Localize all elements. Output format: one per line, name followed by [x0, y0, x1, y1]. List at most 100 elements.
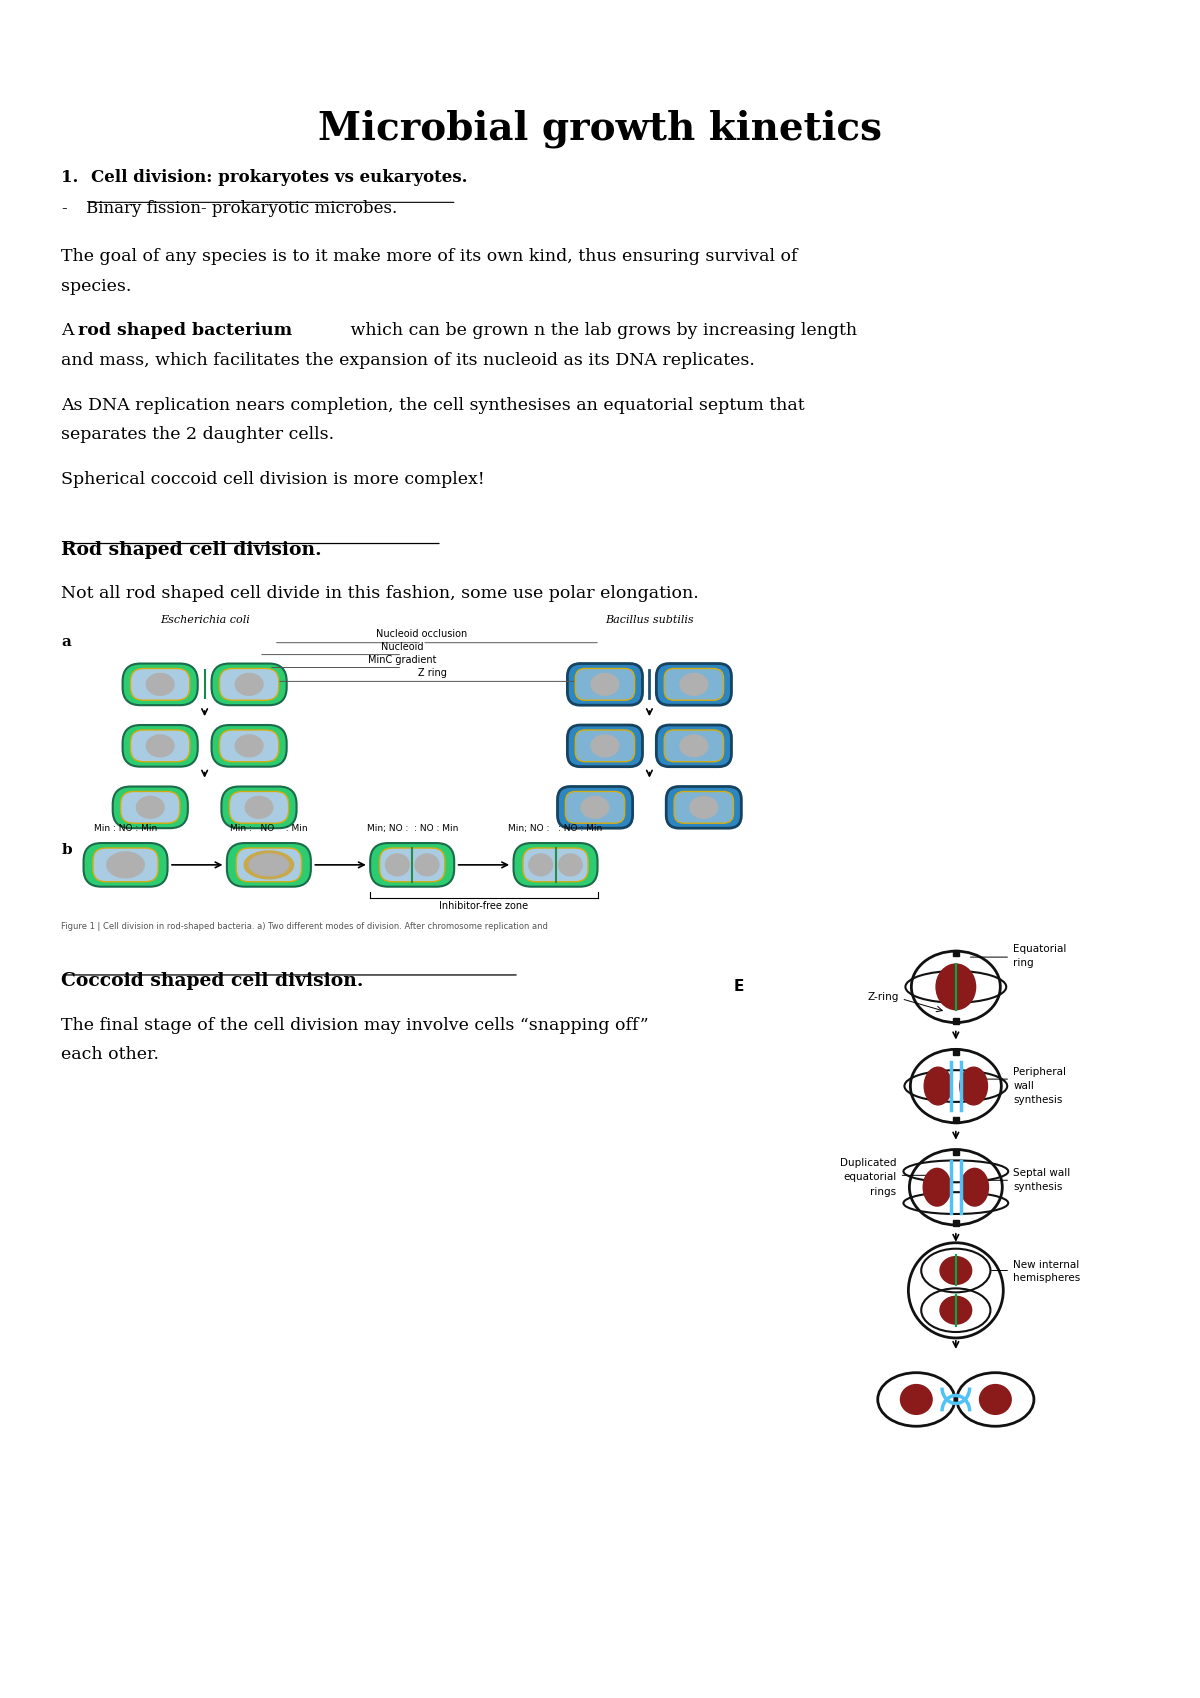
FancyBboxPatch shape: [220, 730, 278, 762]
Text: rod shaped bacterium: rod shaped bacterium: [78, 323, 293, 340]
Ellipse shape: [137, 796, 164, 818]
Ellipse shape: [911, 951, 1001, 1022]
Text: a: a: [61, 635, 71, 649]
Text: The final stage of the cell division may involve cells “snapping off”: The final stage of the cell division may…: [61, 1017, 649, 1034]
FancyBboxPatch shape: [568, 725, 642, 767]
Text: Septal wall: Septal wall: [1013, 1168, 1070, 1178]
Text: and mass, which facilitates the expansion of its nucleoid as its DNA replicates.: and mass, which facilitates the expansio…: [61, 351, 755, 368]
Text: Nucleoid occlusion: Nucleoid occlusion: [377, 628, 468, 638]
Text: Spherical coccoid cell division is more complex!: Spherical coccoid cell division is more …: [61, 470, 485, 487]
Ellipse shape: [235, 735, 263, 757]
Text: synthesis: synthesis: [1013, 1182, 1062, 1192]
Text: The goal of any species is to it make more of its own kind, thus ensuring surviv: The goal of any species is to it make mo…: [61, 248, 798, 265]
Text: New internal: New internal: [1013, 1260, 1080, 1270]
Text: rings: rings: [870, 1187, 896, 1197]
Ellipse shape: [979, 1384, 1012, 1414]
Ellipse shape: [940, 1296, 972, 1324]
Text: Cell division: prokaryotes vs eukaryotes.: Cell division: prokaryotes vs eukaryotes…: [91, 168, 468, 185]
FancyBboxPatch shape: [222, 786, 296, 829]
Ellipse shape: [250, 854, 289, 876]
Ellipse shape: [923, 1168, 950, 1206]
Text: hemispheres: hemispheres: [1013, 1274, 1080, 1284]
Ellipse shape: [961, 1168, 989, 1206]
Ellipse shape: [690, 796, 718, 818]
Ellipse shape: [877, 1372, 955, 1426]
FancyBboxPatch shape: [665, 730, 724, 762]
Ellipse shape: [680, 735, 708, 757]
Text: b: b: [61, 842, 72, 857]
FancyBboxPatch shape: [575, 730, 635, 762]
FancyBboxPatch shape: [665, 669, 724, 700]
Ellipse shape: [592, 735, 619, 757]
Text: As DNA replication nears completion, the cell synthesises an equatorial septum t: As DNA replication nears completion, the…: [61, 397, 805, 414]
Ellipse shape: [146, 735, 174, 757]
Text: Min :   NO    : Min: Min : NO : Min: [230, 824, 307, 834]
Ellipse shape: [924, 1068, 952, 1105]
Ellipse shape: [908, 1243, 1003, 1338]
Text: E: E: [733, 980, 744, 995]
Text: Binary fission- prokaryotic microbes.: Binary fission- prokaryotic microbes.: [86, 200, 397, 217]
FancyBboxPatch shape: [666, 786, 742, 829]
FancyBboxPatch shape: [227, 842, 311, 886]
Text: Equatorial: Equatorial: [1013, 944, 1067, 954]
Text: Coccoid shaped cell division.: Coccoid shaped cell division.: [61, 971, 364, 990]
FancyBboxPatch shape: [575, 669, 635, 700]
FancyBboxPatch shape: [558, 786, 632, 829]
FancyBboxPatch shape: [122, 664, 198, 705]
Text: Min; NO :   : NO : Min: Min; NO : : NO : Min: [509, 824, 602, 834]
Text: wall: wall: [1013, 1082, 1034, 1092]
Ellipse shape: [911, 1049, 1001, 1122]
Text: species.: species.: [61, 278, 132, 295]
Ellipse shape: [922, 1248, 990, 1292]
Ellipse shape: [956, 1372, 1034, 1426]
Text: Inhibitor-free zone: Inhibitor-free zone: [439, 900, 528, 910]
Ellipse shape: [922, 1289, 990, 1331]
Ellipse shape: [592, 674, 619, 694]
FancyBboxPatch shape: [229, 791, 289, 824]
FancyBboxPatch shape: [565, 791, 625, 824]
Ellipse shape: [558, 854, 582, 876]
Ellipse shape: [581, 796, 608, 818]
Ellipse shape: [107, 852, 144, 878]
Text: equatorial: equatorial: [844, 1172, 896, 1182]
Text: Microbial growth kinetics: Microbial growth kinetics: [318, 109, 882, 148]
FancyBboxPatch shape: [236, 847, 301, 881]
FancyBboxPatch shape: [131, 730, 190, 762]
FancyBboxPatch shape: [211, 664, 287, 705]
FancyBboxPatch shape: [131, 669, 190, 700]
Ellipse shape: [936, 964, 976, 1010]
Text: Figure 1 | Cell division in rod-shaped bacteria. a) Two different modes of divis: Figure 1 | Cell division in rod-shaped b…: [61, 922, 548, 932]
Text: Bacillus subtilis: Bacillus subtilis: [605, 615, 694, 625]
Text: Rod shaped cell division.: Rod shaped cell division.: [61, 540, 322, 559]
FancyBboxPatch shape: [121, 791, 180, 824]
FancyBboxPatch shape: [211, 725, 287, 767]
FancyBboxPatch shape: [523, 847, 588, 881]
Text: -: -: [61, 200, 67, 217]
Text: Duplicated: Duplicated: [840, 1158, 896, 1168]
FancyBboxPatch shape: [656, 725, 732, 767]
Ellipse shape: [385, 854, 409, 876]
Ellipse shape: [680, 674, 708, 694]
Ellipse shape: [900, 1384, 932, 1414]
Ellipse shape: [146, 674, 174, 694]
Text: each other.: each other.: [61, 1046, 160, 1063]
Ellipse shape: [960, 1068, 988, 1105]
FancyBboxPatch shape: [370, 842, 455, 886]
Text: 1.: 1.: [61, 168, 79, 185]
Ellipse shape: [415, 854, 439, 876]
Text: synthesis: synthesis: [1013, 1095, 1062, 1105]
FancyBboxPatch shape: [92, 847, 158, 881]
Ellipse shape: [910, 1150, 1002, 1224]
FancyBboxPatch shape: [568, 664, 642, 705]
Text: Peripheral: Peripheral: [1013, 1066, 1066, 1077]
Text: Z ring: Z ring: [418, 669, 446, 679]
FancyBboxPatch shape: [122, 725, 198, 767]
Text: Escherichia coli: Escherichia coli: [160, 615, 250, 625]
FancyBboxPatch shape: [113, 786, 188, 829]
Ellipse shape: [244, 851, 294, 880]
Text: ring: ring: [1013, 958, 1033, 968]
Text: which can be grown n the lab grows by increasing length: which can be grown n the lab grows by in…: [344, 323, 857, 340]
Text: A: A: [61, 323, 79, 340]
Text: Min; NO :  : NO : Min: Min; NO : : NO : Min: [366, 824, 458, 834]
Text: Not all rod shaped cell divide in this fashion, some use polar elongation.: Not all rod shaped cell divide in this f…: [61, 586, 700, 603]
